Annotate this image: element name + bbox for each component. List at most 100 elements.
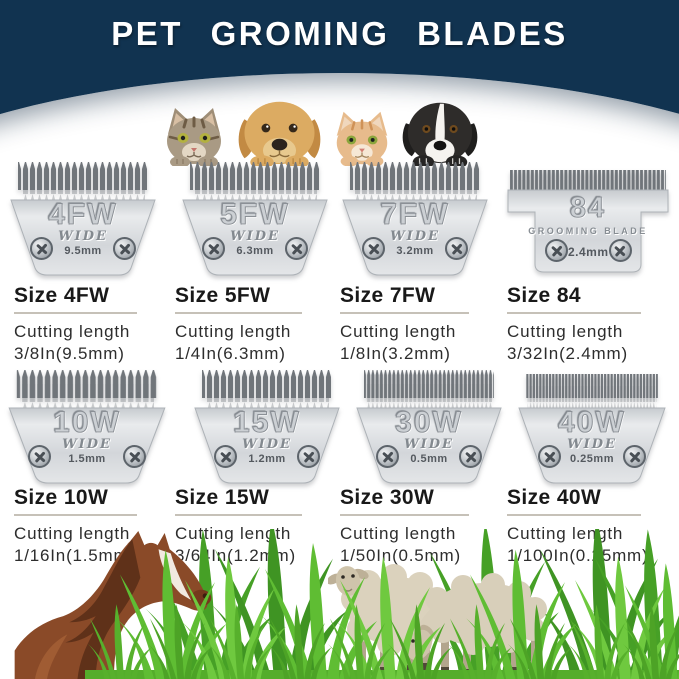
blade-screws-row: WIDE 3.2mm — [362, 230, 468, 260]
blade-model-engraving: 30W — [395, 406, 463, 440]
cut-length-engraving: 1.2mm — [248, 453, 286, 465]
spec-size-heading: Size 30W — [340, 486, 435, 509]
farm-animals-scene — [0, 524, 679, 679]
cut-length-engraving: 6.3mm — [236, 245, 274, 257]
wide-engraving: WIDE — [390, 229, 440, 244]
screw-icon — [30, 237, 53, 260]
blade-photo-4fw: 4FW WIDE 9.5mm — [8, 160, 158, 276]
spec-card-5fw: Size 5FW Cutting length 1/4In(6.3mm) — [175, 284, 340, 365]
blade-model-engraving: 84 — [569, 192, 607, 225]
orange-cat-photo — [337, 111, 388, 166]
divider — [507, 514, 641, 516]
cut-length-engraving: 3.2mm — [396, 245, 434, 257]
blade-model-engraving: 4FW — [48, 198, 118, 232]
wide-engraving: WIDE — [567, 437, 617, 452]
cutting-length-value: 1/8In(3.2mm) — [340, 343, 451, 363]
blade-photo-15w: 15W WIDE 1.2mm — [192, 368, 342, 484]
blade-photo-30w: 30W WIDE 0.5mm — [354, 368, 504, 484]
screw-icon — [459, 445, 482, 468]
screw-icon — [123, 445, 146, 468]
cutting-length-value: 3/32In(2.4mm) — [507, 343, 628, 363]
cut-length-engraving: 0.5mm — [410, 453, 448, 465]
cut-length-engraving: 0.25mm — [570, 453, 614, 465]
spec-size-heading: Size 4FW — [14, 284, 110, 307]
blade-model-engraving: 10W — [53, 406, 121, 440]
tabby-cat-photo — [167, 108, 221, 166]
spec-card-84: Size 84 Cutting length 3/32In(2.4mm) — [507, 284, 679, 365]
spec-card-40w: Size 40W Cutting length 1/100In(0.25mm) — [507, 486, 679, 567]
screw-icon — [113, 237, 136, 260]
blade-row-2: 10W WIDE 1.5mm 15W WIDE 1.2m — [0, 368, 679, 484]
wide-engraving: WIDE — [58, 229, 108, 244]
blade-screws-row: WIDE 1.2mm — [214, 438, 320, 468]
spec-size-heading: Size 40W — [507, 486, 602, 509]
spec-row-1: Size 4FW Cutting length 3/8In(9.5mm) Siz… — [0, 284, 679, 365]
blade-screws-row: WIDE 9.5mm — [30, 230, 136, 260]
divider — [14, 312, 137, 314]
blade-photo-84: 84 GROOMING BLADE 2.4mm — [505, 160, 671, 276]
screw-icon — [28, 445, 51, 468]
divider — [340, 312, 469, 314]
page-title: PET GROMING BLADES — [111, 15, 568, 52]
divider — [175, 514, 302, 516]
blade-screws-row: WIDE 0.25mm — [538, 438, 646, 468]
spec-size-heading: Size 10W — [14, 486, 109, 509]
grass-front — [85, 543, 679, 679]
cutting-length-value: 1/16In(1.5mm) — [14, 545, 135, 565]
screw-icon — [297, 445, 320, 468]
blade-model-engraving: 5FW — [220, 198, 290, 232]
screw-icon — [538, 445, 561, 468]
blade-model-engraving: 40W — [558, 406, 626, 440]
wide-engraving: WIDE — [242, 437, 292, 452]
blade-screws-row: WIDE 0.5mm — [376, 438, 482, 468]
blade-model-engraving: 15W — [233, 406, 301, 440]
wide-engraving: WIDE — [404, 437, 454, 452]
screw-icon — [445, 237, 468, 260]
spec-size-heading: Size 84 — [507, 284, 582, 307]
screw-icon — [362, 237, 385, 260]
cutting-length-value: 1/50In(0.5mm) — [340, 545, 461, 565]
black-white-dog-photo — [402, 102, 478, 166]
cutting-length-label: Cutting length — [340, 523, 457, 543]
blade-photo-10w: 10W WIDE 1.5mm — [6, 368, 168, 484]
cut-length-engraving: 2.4mm — [568, 245, 609, 259]
spec-card-4fw: Size 4FW Cutting length 3/8In(9.5mm) — [14, 284, 175, 365]
spec-card-30w: Size 30W Cutting length 1/50In(0.5mm) — [340, 486, 507, 567]
spec-card-10w: Size 10W Cutting length 1/16In(1.5mm) — [14, 486, 175, 567]
screw-icon — [376, 445, 399, 468]
screw-icon — [608, 239, 632, 262]
blade-row-1: 4FW WIDE 9.5mm 5FW WIDE 6.3m — [0, 160, 679, 276]
cutting-length-value: 1/100In(0.25mm) — [507, 545, 649, 565]
divider — [175, 312, 302, 314]
cut-length-engraving: 1.5mm — [68, 453, 106, 465]
cutting-length-label: Cutting length — [14, 321, 131, 341]
screw-icon — [623, 445, 646, 468]
cutting-length-label: Cutting length — [507, 321, 624, 341]
blade-photo-5fw: 5FW WIDE 6.3mm — [180, 160, 330, 276]
screw-icon — [202, 237, 225, 260]
cut-length-engraving: 9.5mm — [64, 245, 102, 257]
cutting-length-label: Cutting length — [175, 321, 292, 341]
blade-model-engraving: 7FW — [380, 198, 450, 232]
blade-screws-row: 2.4mm — [545, 239, 632, 262]
grooming-blade-engraving: GROOMING BLADE — [528, 226, 648, 236]
spec-size-heading: Size 5FW — [175, 284, 271, 307]
spec-card-7fw: Size 7FW Cutting length 1/8In(3.2mm) — [340, 284, 507, 365]
screw-icon — [214, 445, 237, 468]
divider — [340, 514, 469, 516]
cutting-length-label: Cutting length — [14, 523, 131, 543]
cutting-length-value: 1/4In(6.3mm) — [175, 343, 286, 363]
blade-screws-row: WIDE 6.3mm — [202, 230, 308, 260]
divider — [507, 312, 641, 314]
wide-engraving: WIDE — [230, 229, 280, 244]
blade-screws-row: WIDE 1.5mm — [28, 438, 146, 468]
cutting-length-label: Cutting length — [340, 321, 457, 341]
wide-engraving: WIDE — [62, 437, 112, 452]
divider — [14, 514, 137, 516]
screw-icon — [545, 239, 568, 262]
spec-size-heading: Size 7FW — [340, 284, 436, 307]
spec-size-heading: Size 15W — [175, 486, 270, 509]
blade-photo-7fw: 7FW WIDE 3.2mm — [340, 160, 490, 276]
cutting-length-label: Cutting length — [507, 523, 624, 543]
